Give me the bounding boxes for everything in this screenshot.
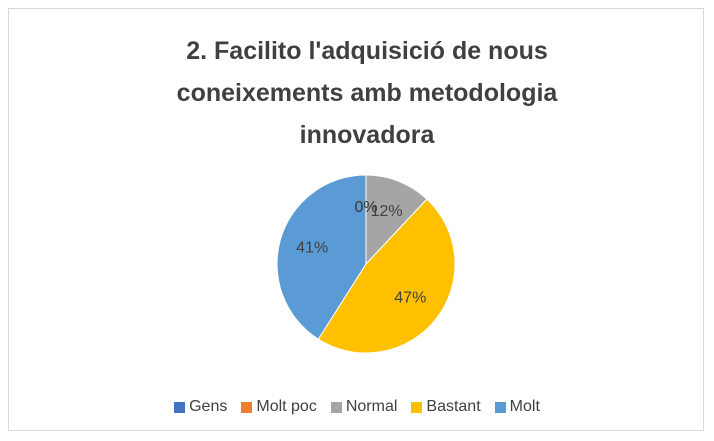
pie-slice: [317, 198, 456, 354]
chart-frame: [8, 8, 704, 431]
data-label: 0%: [354, 199, 377, 216]
chart-title: 2. Facilito l'adquisició de nous coneixe…: [176, 37, 558, 149]
legend-item: Normal: [330, 398, 398, 416]
legend-swatch: [411, 401, 423, 413]
pie-slice: [276, 174, 367, 340]
legend-label: Gens: [189, 398, 228, 415]
legend-item: Molt: [494, 398, 540, 416]
legend-label: Molt: [509, 398, 540, 415]
data-label: 41%: [296, 240, 328, 257]
legend-swatch: [241, 401, 253, 413]
legend-swatch: [330, 401, 342, 413]
pie-slice: [365, 174, 428, 266]
legend-item: Bastant: [411, 398, 481, 416]
legend-swatch: [494, 401, 506, 413]
legend-label: Molt poc: [256, 398, 317, 415]
legend-item: Molt poc: [241, 398, 317, 416]
legend-label: Normal: [345, 398, 398, 415]
data-label: 47%: [394, 290, 426, 307]
data-label: 12%: [371, 203, 403, 220]
legend-label: Bastant: [426, 398, 481, 415]
legend-swatch: [174, 401, 186, 413]
data-label: 0%: [354, 199, 377, 216]
legend-item: Gens: [174, 398, 227, 416]
legend: Gens Molt poc Normal Bastant Molt: [0, 398, 714, 416]
